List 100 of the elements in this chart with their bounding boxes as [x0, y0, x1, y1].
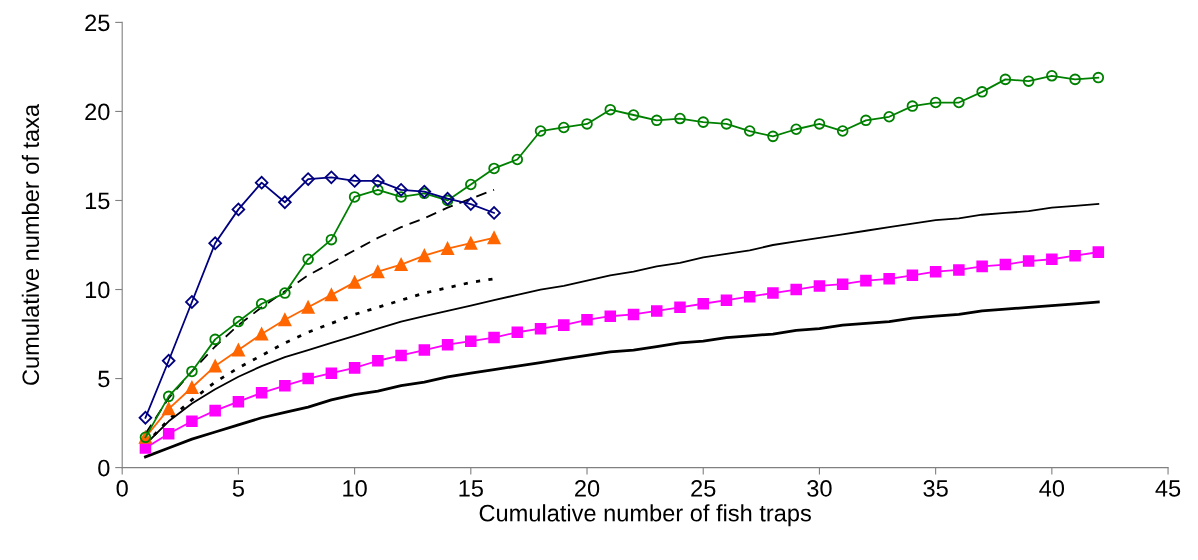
point — [953, 264, 965, 276]
y-tick-label: 25 — [85, 14, 110, 32]
point — [720, 118, 733, 130]
x-tick-label: 5 — [232, 480, 244, 497]
point — [208, 359, 222, 373]
point — [743, 125, 756, 137]
point — [1046, 70, 1058, 82]
x-tick-label: 10 — [343, 480, 367, 497]
point — [1022, 75, 1035, 87]
point — [255, 387, 268, 399]
y-tick-label: 20 — [85, 103, 110, 121]
point — [627, 109, 640, 121]
x-tick-label: 35 — [923, 480, 948, 497]
point — [395, 191, 407, 203]
point — [511, 153, 524, 166]
point — [581, 118, 593, 130]
point — [232, 315, 245, 328]
point — [441, 242, 455, 256]
point — [395, 349, 407, 362]
point — [162, 402, 176, 416]
point — [697, 298, 709, 310]
x-tick-label: 15 — [459, 480, 483, 497]
point — [487, 231, 501, 245]
point — [161, 353, 176, 368]
point — [650, 114, 663, 127]
point — [604, 310, 617, 322]
point — [836, 125, 849, 137]
point — [162, 390, 175, 403]
y-tick-label: 5 — [98, 370, 110, 388]
point — [674, 301, 686, 314]
x-tick-label: 40 — [1039, 480, 1065, 497]
point — [790, 123, 802, 136]
x-axis-title: Cumulative number of fish traps — [479, 504, 811, 527]
point — [372, 184, 384, 196]
point — [348, 362, 361, 374]
point — [185, 295, 199, 309]
point — [464, 197, 478, 211]
point — [743, 290, 756, 303]
point — [208, 236, 222, 251]
point — [464, 236, 478, 250]
point — [929, 265, 942, 278]
point — [488, 331, 500, 344]
point — [231, 343, 245, 357]
point — [301, 300, 315, 314]
point — [627, 308, 640, 321]
point — [325, 367, 338, 379]
point — [953, 96, 965, 109]
point — [279, 379, 291, 392]
point — [534, 125, 547, 137]
point — [674, 112, 686, 125]
point — [347, 174, 362, 188]
point — [1092, 246, 1105, 258]
point — [255, 327, 269, 341]
x-tick-label: 30 — [807, 480, 832, 497]
point — [232, 395, 245, 408]
point — [465, 335, 477, 347]
point — [581, 314, 593, 326]
point — [394, 182, 408, 197]
point — [836, 278, 849, 290]
point — [186, 415, 198, 428]
point — [976, 260, 988, 273]
point — [417, 249, 431, 263]
point — [488, 162, 500, 175]
point — [441, 338, 454, 351]
point — [418, 344, 431, 356]
point — [534, 322, 547, 335]
point — [348, 191, 361, 203]
point — [720, 294, 733, 306]
point — [1022, 255, 1035, 267]
point — [254, 175, 269, 190]
line-series — [144, 300, 1100, 459]
point — [394, 258, 408, 272]
point — [465, 178, 477, 191]
point — [929, 96, 942, 109]
point — [209, 404, 221, 417]
point — [604, 103, 617, 116]
point — [301, 172, 315, 186]
point — [348, 275, 362, 289]
point — [976, 86, 988, 98]
point — [650, 305, 663, 317]
point — [1046, 253, 1058, 266]
x-tick-label: 25 — [691, 480, 716, 497]
point — [767, 130, 779, 143]
point — [511, 326, 524, 339]
point — [558, 319, 570, 331]
point — [324, 170, 339, 185]
y-tick-label: 15 — [85, 192, 110, 210]
x-tick-label: 0 — [116, 480, 128, 497]
point — [697, 116, 709, 128]
point — [906, 269, 919, 282]
point — [860, 114, 872, 127]
point — [860, 274, 872, 287]
point — [371, 265, 385, 279]
point — [186, 365, 198, 378]
point — [813, 280, 826, 292]
point — [255, 298, 268, 310]
y-axis-title: Cumulative number of taxa — [21, 103, 40, 385]
point — [558, 121, 570, 134]
point — [883, 111, 895, 123]
x-tick-label: 45 — [1155, 480, 1181, 497]
